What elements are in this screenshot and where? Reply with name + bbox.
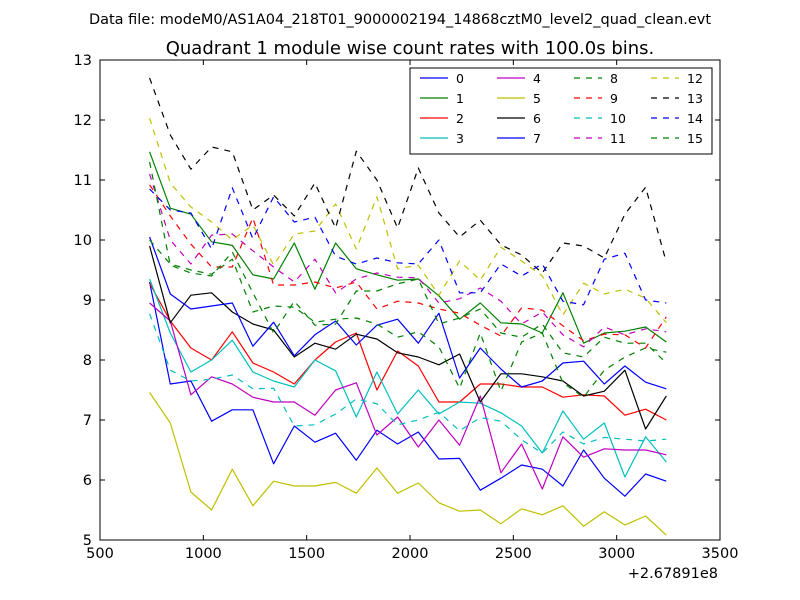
- legend-label-1: 1: [456, 91, 464, 106]
- legend-label-4: 4: [533, 71, 541, 86]
- figure-suptitle: Data file: modeM0/AS1A04_218T01_90000021…: [89, 12, 711, 28]
- legend-label-13: 13: [687, 91, 703, 106]
- legend-label-15: 15: [687, 131, 703, 146]
- legend-label-5: 5: [533, 91, 541, 106]
- legend-label-0: 0: [456, 71, 464, 86]
- series-line-6: [149, 245, 667, 430]
- series-line-0: [149, 281, 667, 497]
- series-line-9: [149, 184, 667, 349]
- legend-label-14: 14: [687, 111, 703, 126]
- series-line-12: [149, 118, 667, 324]
- plot-area: [149, 77, 667, 536]
- series-line-10: [149, 313, 667, 454]
- y-tick-label: 8: [83, 353, 92, 369]
- series-line-1: [149, 151, 667, 344]
- series-line-15: [149, 161, 667, 364]
- y-tick-label: 9: [83, 293, 92, 309]
- legend-box: [409, 67, 713, 155]
- x-tick-label: 500: [86, 546, 114, 562]
- series-line-4: [149, 302, 667, 490]
- x-tick-label: 3000: [598, 546, 635, 562]
- series-line-5: [149, 392, 667, 536]
- chart-title: Quadrant 1 module wise count rates with …: [166, 38, 655, 59]
- legend-label-10: 10: [610, 111, 626, 126]
- x-axis-offset-label: +2.67891e8: [628, 566, 718, 582]
- x-tick-label: 2000: [392, 546, 429, 562]
- y-tick-label: 5: [83, 533, 92, 549]
- legend-label-2: 2: [456, 111, 464, 126]
- series-line-8: [149, 239, 667, 398]
- y-tick-label: 13: [74, 53, 92, 69]
- x-tick-label: 1000: [185, 546, 222, 562]
- legend-label-11: 11: [610, 131, 626, 146]
- x-tick-label: 3500: [702, 546, 739, 562]
- series-line-3: [149, 278, 667, 478]
- series-line-7: [149, 236, 667, 390]
- series-line-13: [149, 77, 667, 274]
- legend-label-12: 12: [687, 71, 703, 86]
- y-tick-label: 7: [83, 413, 92, 429]
- y-tick-label: 11: [74, 173, 92, 189]
- legend-label-6: 6: [533, 111, 541, 126]
- y-tick-label: 6: [83, 473, 92, 489]
- y-tick-label: 10: [74, 233, 92, 249]
- legend-label-9: 9: [610, 91, 618, 106]
- x-tick-label: 2500: [495, 546, 532, 562]
- legend-label-7: 7: [533, 131, 541, 146]
- legend-label-8: 8: [610, 71, 618, 86]
- legend-label-3: 3: [456, 131, 464, 146]
- y-tick-label: 12: [74, 113, 92, 129]
- x-tick-label: 1500: [288, 546, 325, 562]
